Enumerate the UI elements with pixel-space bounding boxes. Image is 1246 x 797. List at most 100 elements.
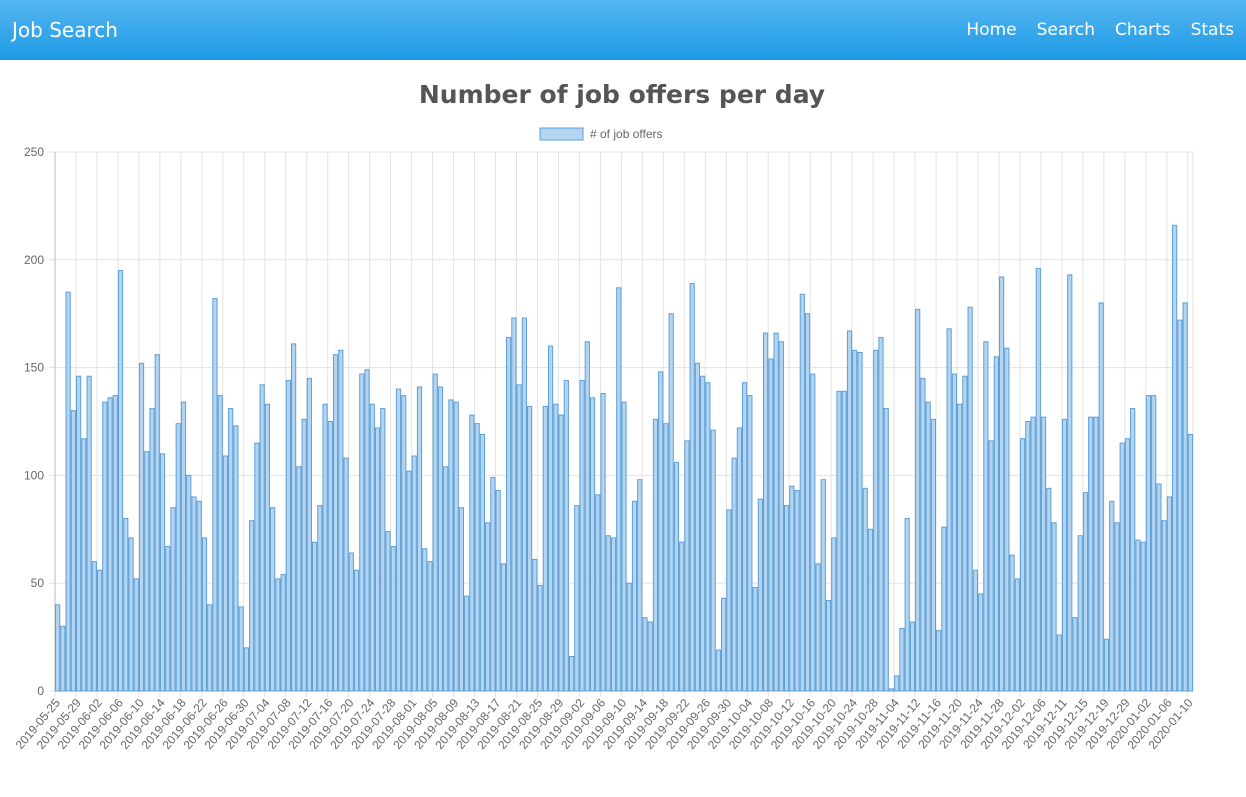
bar: [610, 537, 617, 692]
bar: [385, 530, 391, 692]
chart-title: Number of job offers per day: [419, 80, 825, 109]
bar: [773, 332, 779, 692]
bar: [915, 308, 921, 692]
bar: [191, 496, 197, 692]
bar: [721, 597, 727, 692]
bar: [558, 414, 564, 692]
bar: [836, 390, 842, 692]
bar: [532, 558, 538, 692]
nav-link[interactable]: Stats: [1190, 20, 1234, 40]
bar: [595, 494, 601, 692]
bar: [353, 569, 360, 692]
bar: [1145, 395, 1152, 692]
nav-links: Home Search Charts Stats: [966, 20, 1234, 40]
bar: [485, 522, 491, 692]
bar: [217, 395, 223, 692]
bar: [579, 380, 585, 692]
bar: [983, 341, 989, 692]
bar: [878, 336, 884, 692]
y-tick-label: 150: [24, 361, 44, 375]
bar: [841, 390, 847, 692]
bar: [170, 507, 176, 692]
bar: [65, 291, 71, 692]
bar: [437, 386, 444, 692]
brand[interactable]: Job Search: [12, 18, 118, 42]
bar: [705, 382, 711, 692]
bar: [1009, 554, 1015, 692]
bar: [76, 375, 82, 692]
bar: [343, 457, 349, 692]
bar: [359, 373, 365, 692]
bar: [542, 405, 548, 692]
bar: [710, 429, 716, 692]
legend-swatch: [539, 127, 584, 141]
bar: [883, 408, 889, 692]
bar: [516, 384, 522, 692]
bar: [726, 509, 732, 692]
bar: [742, 382, 748, 692]
bar: [789, 485, 795, 692]
bar: [783, 505, 790, 692]
bar: [616, 287, 622, 692]
bar: [123, 518, 129, 692]
bar: [86, 375, 92, 692]
bar: [511, 317, 517, 692]
bar: [936, 630, 942, 692]
bar: [642, 617, 648, 692]
bar: [1151, 395, 1157, 692]
bar: [55, 604, 61, 692]
bar: [547, 345, 554, 692]
bar: [694, 362, 701, 692]
bar: [1040, 416, 1047, 692]
bar: [978, 593, 984, 692]
bar: [474, 423, 480, 692]
bar: [369, 403, 375, 692]
bar: [495, 489, 501, 692]
bar: [1019, 438, 1026, 692]
bar: [479, 433, 486, 692]
bar: [233, 425, 239, 692]
bar: [1156, 483, 1162, 692]
bar: [102, 401, 108, 692]
bar: [993, 356, 999, 692]
bar: [264, 403, 270, 692]
nav-link[interactable]: Charts: [1115, 20, 1171, 40]
bar: [1046, 487, 1052, 692]
bar: [70, 410, 76, 692]
bar: [165, 546, 171, 692]
bar: [291, 343, 297, 692]
bar: [1077, 535, 1083, 692]
bar: [768, 358, 774, 692]
bar: [443, 466, 449, 692]
bar: [249, 520, 255, 692]
bar: [904, 518, 910, 692]
bar: [899, 627, 905, 692]
bar: [673, 461, 680, 692]
bar: [962, 375, 968, 692]
bar: [998, 276, 1005, 692]
bar: [747, 395, 753, 692]
bar: [804, 313, 811, 692]
nav-link[interactable]: Search: [1036, 20, 1096, 40]
bar: [831, 537, 837, 692]
bar: [1061, 418, 1068, 692]
bar: [752, 587, 758, 692]
bar: [464, 595, 470, 692]
bar: [637, 479, 643, 692]
y-tick-label: 100: [24, 468, 44, 482]
bar: [731, 457, 737, 692]
bar: [799, 293, 805, 692]
bar: [568, 656, 575, 692]
bar: [1082, 492, 1089, 692]
bar: [605, 535, 611, 692]
nav-link[interactable]: Home: [966, 20, 1017, 40]
bar: [684, 440, 690, 692]
bar: [222, 455, 229, 692]
bar: [1114, 522, 1120, 692]
bar: [91, 561, 97, 692]
bar: [332, 354, 339, 692]
bar: [374, 427, 381, 692]
navbar: Job Search Home Search Charts Stats: [0, 0, 1246, 60]
bar: [647, 621, 653, 692]
bar: [275, 578, 281, 692]
